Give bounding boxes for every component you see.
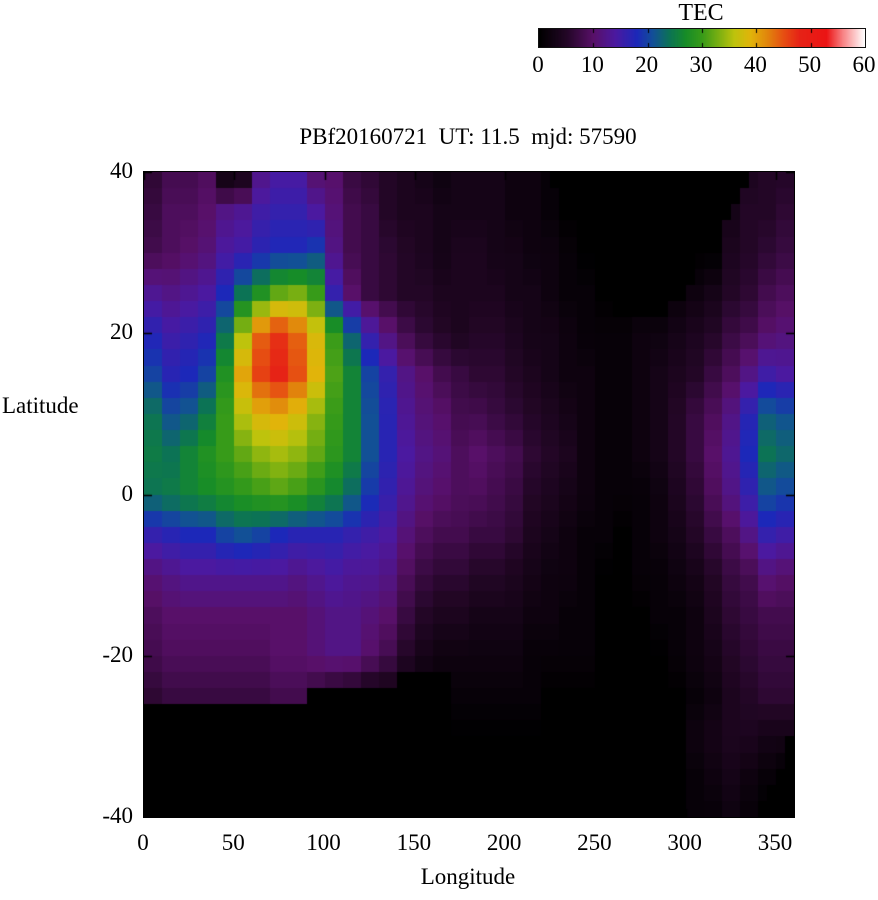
y-tick-label: 20 [110,319,133,345]
y-tick-label: -40 [102,803,133,828]
colorbar-tick-label: 60 [852,52,876,77]
y-tick-label: 0 [121,480,134,506]
x-tick-label: 200 [486,830,522,855]
y-tick-label: -20 [102,641,133,667]
x-tick-label: 50 [221,830,245,855]
colorbar-tick-label: 50 [798,52,822,77]
x-tick-label: 350 [757,830,793,855]
colorbar [538,28,866,48]
colorbar-tick-label: 40 [743,52,767,77]
colorbar-tick-label: 20 [635,52,659,77]
tec-heatmap [143,171,795,818]
x-axis-label: Longitude [420,864,516,889]
colorbar-tick-label: 0 [532,52,544,77]
x-tick-label: 0 [137,830,149,855]
x-tick-label: 150 [396,830,432,855]
colorbar-tick-label: 10 [580,52,604,77]
y-tick-label: 40 [110,158,133,183]
colorbar-tick-label: 30 [689,52,713,77]
x-tick-label: 250 [577,830,612,855]
x-tick-label: 100 [306,830,341,855]
plot-title: PBf20160721 UT: 11.5 mjd: 57590 [299,124,637,149]
y-axis-label: Latitude [2,393,79,418]
x-tick-label: 300 [667,830,702,855]
colorbar-title: TEC [678,0,724,26]
